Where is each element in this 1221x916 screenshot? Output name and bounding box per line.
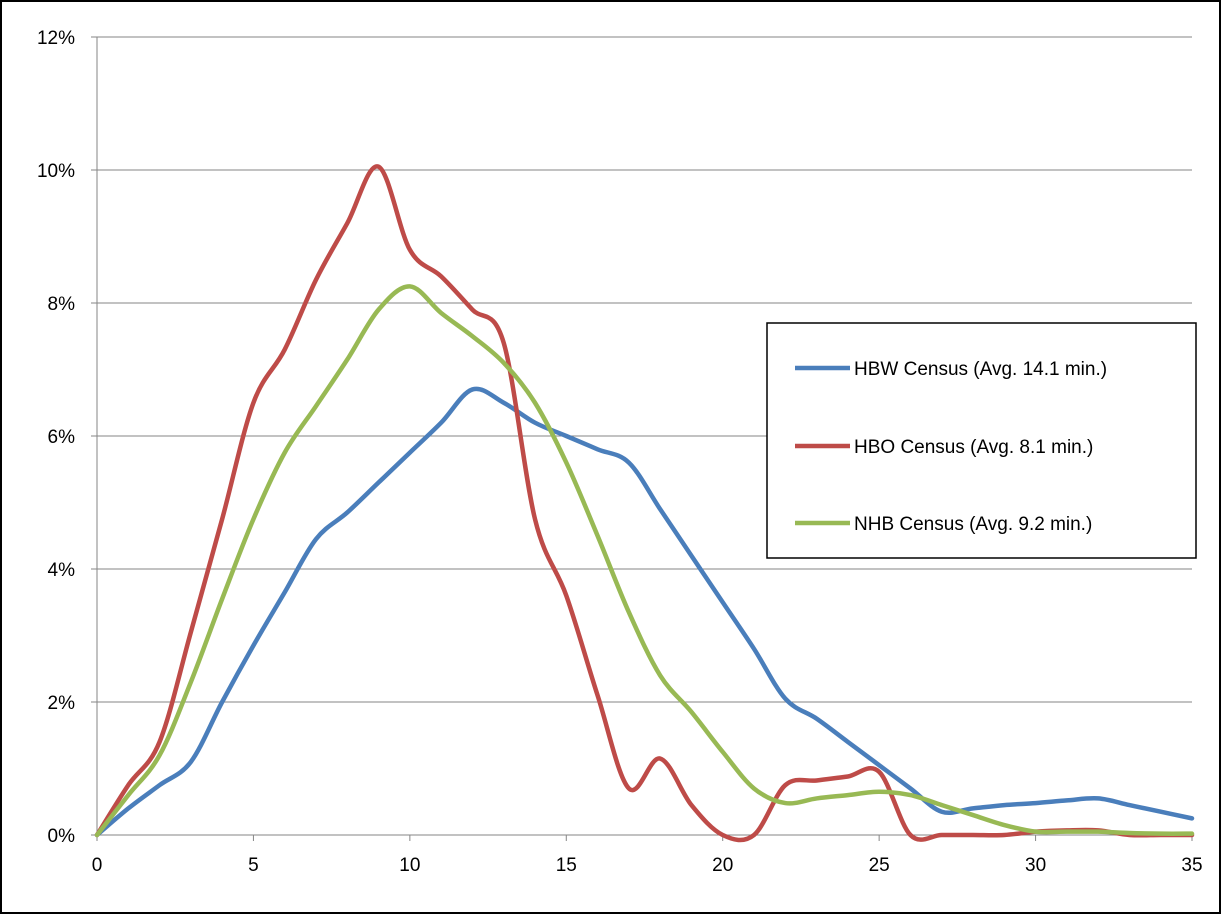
y-tick-label: 0% [48,826,76,847]
legend: HBW Census (Avg. 14.1 min.) HBO Census (A… [766,322,1197,559]
legend-label-hbw: HBW Census (Avg. 14.1 min.) [854,359,1107,380]
series-line-nhb [94,284,1195,838]
x-tick-label: 15 [556,855,577,876]
legend-label-hbo: HBO Census (Avg. 8.1 min.) [854,437,1093,458]
gridlines [97,36,1192,703]
x-tick-label: 25 [869,855,890,876]
x-tick-label: 10 [399,855,420,876]
y-tick-label: 4% [48,560,76,581]
legend-label-nhb: NHB Census (Avg. 9.2 min.) [854,514,1092,535]
x-tick-label: 5 [248,855,259,876]
y-tick-label: 6% [48,427,76,448]
x-tick-label: 35 [1181,855,1202,876]
series-line-hbo [94,164,1195,843]
x-tick-label: 20 [712,855,733,876]
y-tick-label: 2% [48,693,76,714]
y-tick-label: 12% [37,28,75,49]
series-line-hbw [94,386,1195,838]
series-lines [94,164,1195,843]
legend-box [766,322,1197,559]
x-axis-ticks: 0 5 10 15 20 25 30 35 [92,835,1203,876]
y-tick-label: 10% [37,161,75,182]
y-tick-label: 8% [48,294,76,315]
y-axis-ticks: 0% 2% 4% 6% 8% 10% 12% [37,28,97,847]
x-tick-label: 30 [1025,855,1046,876]
x-tick-label: 0 [92,855,103,876]
